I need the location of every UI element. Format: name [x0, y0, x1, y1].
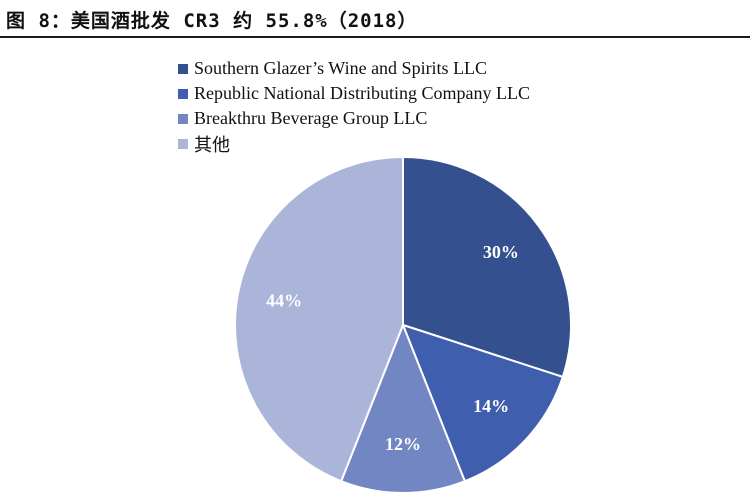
legend-item-breakthru: Breakthru Beverage Group LLC — [178, 106, 530, 131]
legend-swatch-other — [178, 138, 188, 149]
pie-slice-other — [234, 155, 404, 483]
legend-item-other: 其他 — [178, 131, 530, 156]
legend-item-southern-glazers: Southern Glazer’s Wine and Spirits LLC — [178, 56, 530, 81]
pie-slices — [234, 155, 572, 494]
legend-label-breakthru: Breakthru Beverage Group LLC — [194, 108, 428, 128]
pie-label-southern-glazers: 30% — [483, 242, 519, 262]
pie-slice-southern-glazers — [402, 155, 572, 379]
pie-label-breakthru: 12% — [385, 434, 421, 454]
legend-item-republic-national: Republic National Distributing Company L… — [178, 81, 530, 106]
legend-label-other: 其他 — [194, 134, 230, 155]
legend-swatch-republic-national — [178, 88, 188, 99]
legend-swatch-southern-glazers — [178, 63, 188, 74]
legend: Southern Glazer’s Wine and Spirits LLC R… — [178, 56, 530, 156]
pie-slice-breakthru — [339, 322, 467, 494]
pie-label-other: 44% — [266, 290, 302, 310]
pie-slice-republic-national — [401, 323, 565, 483]
title-bar: 图 8：美国酒批发 CR3 约 55.8%（2018） — [0, 0, 750, 38]
figure-title: 图 8：美国酒批发 CR3 约 55.8%（2018） — [6, 10, 418, 32]
legend-swatch-breakthru — [178, 113, 188, 124]
legend-label-southern-glazers: Southern Glazer’s Wine and Spirits LLC — [194, 58, 488, 78]
legend-label-republic-national: Republic National Distributing Company L… — [194, 83, 530, 103]
pie-label-republic-national: 14% — [473, 396, 509, 416]
pie-labels: 30% 14% 12% 44% — [266, 242, 519, 454]
